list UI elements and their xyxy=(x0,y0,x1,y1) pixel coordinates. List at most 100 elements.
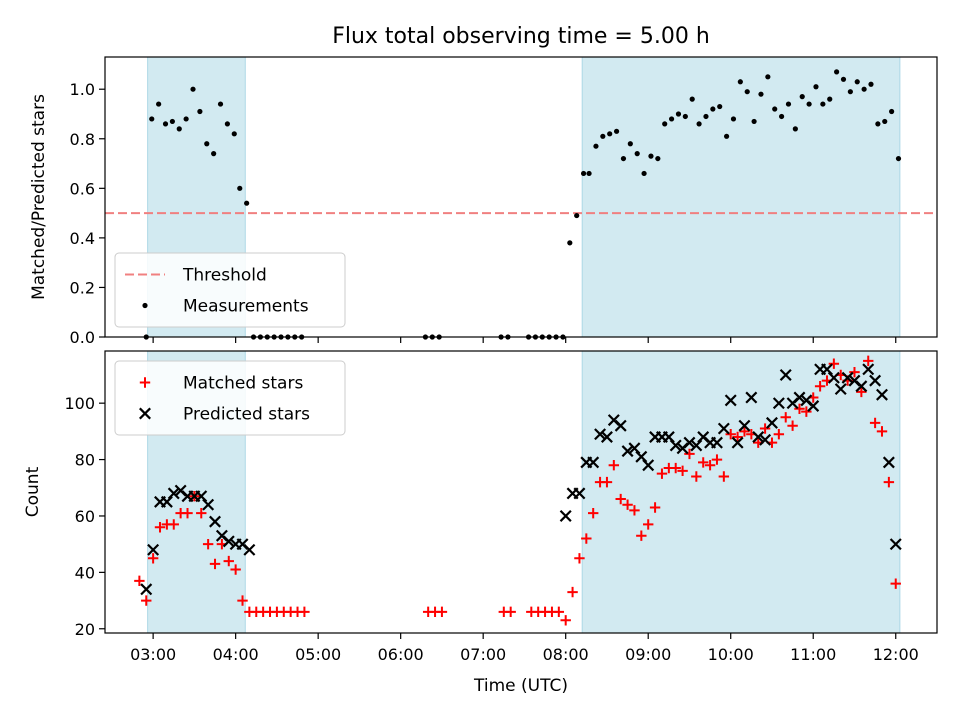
data-point xyxy=(162,121,169,127)
data-point xyxy=(182,507,193,519)
data-point xyxy=(224,121,230,127)
data-point xyxy=(856,386,867,398)
data-point xyxy=(710,106,716,112)
legend-marker xyxy=(139,377,151,388)
data-point xyxy=(792,126,798,132)
data-point xyxy=(149,116,155,122)
data-point xyxy=(863,355,874,367)
data-point xyxy=(614,419,627,432)
data-point xyxy=(889,108,895,115)
data-point xyxy=(134,575,145,587)
y-tick-label: 0.4 xyxy=(70,229,95,248)
data-point xyxy=(675,111,682,117)
data-point xyxy=(861,86,867,92)
data-point xyxy=(669,439,682,452)
data-point xyxy=(574,553,585,564)
data-point xyxy=(176,126,182,132)
data-point xyxy=(779,113,785,120)
data-point xyxy=(882,118,888,125)
data-point xyxy=(841,371,854,384)
data-point xyxy=(636,530,647,541)
data-point xyxy=(643,519,654,530)
chart-title: Flux total observing time = 5.00 h xyxy=(332,24,710,49)
data-point xyxy=(223,555,234,567)
data-point xyxy=(698,457,709,468)
data-point xyxy=(745,391,758,404)
data-point xyxy=(725,428,736,440)
data-point xyxy=(869,417,881,429)
y-tick-label: 20 xyxy=(75,620,95,639)
data-point xyxy=(751,118,757,125)
data-point xyxy=(642,459,655,472)
data-point xyxy=(154,522,166,533)
data-point xyxy=(711,454,723,465)
x-tick-label: 03:00 xyxy=(130,645,176,664)
data-point xyxy=(190,86,196,92)
data-point xyxy=(621,445,634,458)
data-point xyxy=(601,476,613,488)
data-point xyxy=(876,388,888,401)
data-point xyxy=(849,366,860,378)
data-point xyxy=(209,515,221,528)
data-point xyxy=(765,74,771,80)
data-point xyxy=(732,431,743,443)
data-point xyxy=(169,118,175,125)
data-point xyxy=(696,121,702,127)
data-point xyxy=(758,91,764,97)
data-point xyxy=(724,394,737,407)
x-tick-label: 06:00 xyxy=(378,645,424,664)
data-point xyxy=(668,116,675,122)
data-point xyxy=(759,433,772,446)
data-point xyxy=(682,113,688,120)
top-panel: 0.0 0.2 0.4 0.6 0.8 1.0 Matched/Predicted star… xyxy=(29,56,938,347)
data-point xyxy=(834,383,847,396)
data-point xyxy=(772,106,778,112)
legend-box xyxy=(114,252,346,328)
data-point xyxy=(222,535,235,548)
axes-frame xyxy=(104,350,938,634)
data-point xyxy=(772,397,785,410)
data-point xyxy=(140,583,153,596)
data-point xyxy=(737,79,743,85)
y-tick-label: 0.0 xyxy=(70,328,95,347)
data-point xyxy=(780,412,791,423)
data-point xyxy=(560,615,571,626)
data-point xyxy=(855,380,868,393)
data-point xyxy=(230,564,241,575)
data-point xyxy=(607,131,613,137)
data-point xyxy=(834,69,840,75)
data-point xyxy=(820,101,826,107)
data-point xyxy=(211,151,217,157)
data-point xyxy=(141,595,152,606)
data-point xyxy=(793,391,806,404)
data-point xyxy=(204,141,210,147)
data-point xyxy=(889,538,902,551)
data-point xyxy=(587,456,600,469)
data-point xyxy=(814,381,826,392)
data-point xyxy=(202,538,214,550)
x-tick-label: 10:00 xyxy=(708,645,754,664)
data-point xyxy=(553,606,565,618)
data-point xyxy=(567,586,578,598)
data-point xyxy=(662,121,668,127)
y-axis-label: Count xyxy=(23,466,43,517)
data-point xyxy=(883,476,895,488)
y-tick-label: 80 xyxy=(75,451,95,470)
data-point xyxy=(167,487,180,500)
y-tick-label: 1.0 xyxy=(70,80,95,99)
data-point xyxy=(505,606,516,618)
legend-label: Measurements xyxy=(183,297,309,317)
data-point xyxy=(731,436,744,449)
data-point xyxy=(608,460,620,471)
data-point xyxy=(876,426,888,437)
data-point xyxy=(299,606,310,618)
x-tick-label: 07:00 xyxy=(460,645,506,664)
data-point xyxy=(683,436,696,449)
data-point xyxy=(641,170,647,177)
data-point xyxy=(723,133,730,139)
data-point xyxy=(717,422,730,435)
data-point xyxy=(587,507,599,519)
data-point xyxy=(202,498,215,511)
data-point xyxy=(765,416,778,429)
y-tick-label: 40 xyxy=(75,563,95,582)
